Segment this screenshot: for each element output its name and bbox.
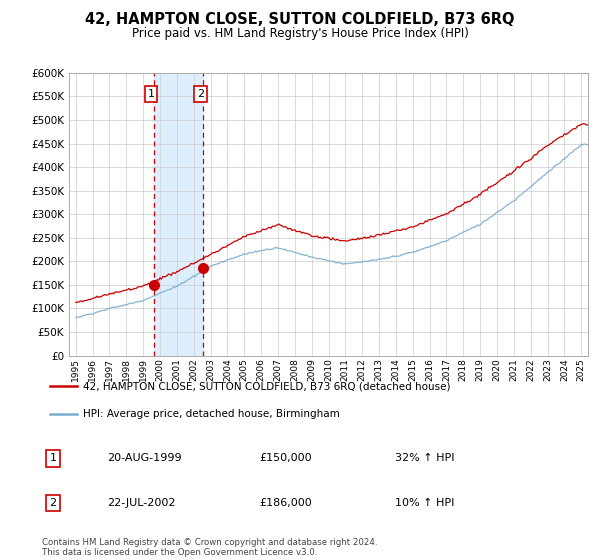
Text: 42, HAMPTON CLOSE, SUTTON COLDFIELD, B73 6RQ (detached house): 42, HAMPTON CLOSE, SUTTON COLDFIELD, B73… xyxy=(83,381,450,391)
Text: 32% ↑ HPI: 32% ↑ HPI xyxy=(395,453,454,463)
Text: HPI: Average price, detached house, Birmingham: HPI: Average price, detached house, Birm… xyxy=(83,409,340,419)
Bar xyxy=(154,73,203,356)
Text: 42, HAMPTON CLOSE, SUTTON COLDFIELD, B73 6RQ: 42, HAMPTON CLOSE, SUTTON COLDFIELD, B73… xyxy=(85,12,515,27)
Text: £150,000: £150,000 xyxy=(259,453,312,463)
Text: Contains HM Land Registry data © Crown copyright and database right 2024.
This d: Contains HM Land Registry data © Crown c… xyxy=(42,538,377,557)
Text: 1: 1 xyxy=(49,453,56,463)
Text: Price paid vs. HM Land Registry's House Price Index (HPI): Price paid vs. HM Land Registry's House … xyxy=(131,27,469,40)
Text: 2: 2 xyxy=(197,89,204,99)
Text: 20-AUG-1999: 20-AUG-1999 xyxy=(107,453,182,463)
Text: 1: 1 xyxy=(148,89,155,99)
Text: 10% ↑ HPI: 10% ↑ HPI xyxy=(395,498,454,508)
Text: 22-JUL-2002: 22-JUL-2002 xyxy=(107,498,176,508)
Text: £186,000: £186,000 xyxy=(259,498,312,508)
Text: 2: 2 xyxy=(49,498,56,508)
